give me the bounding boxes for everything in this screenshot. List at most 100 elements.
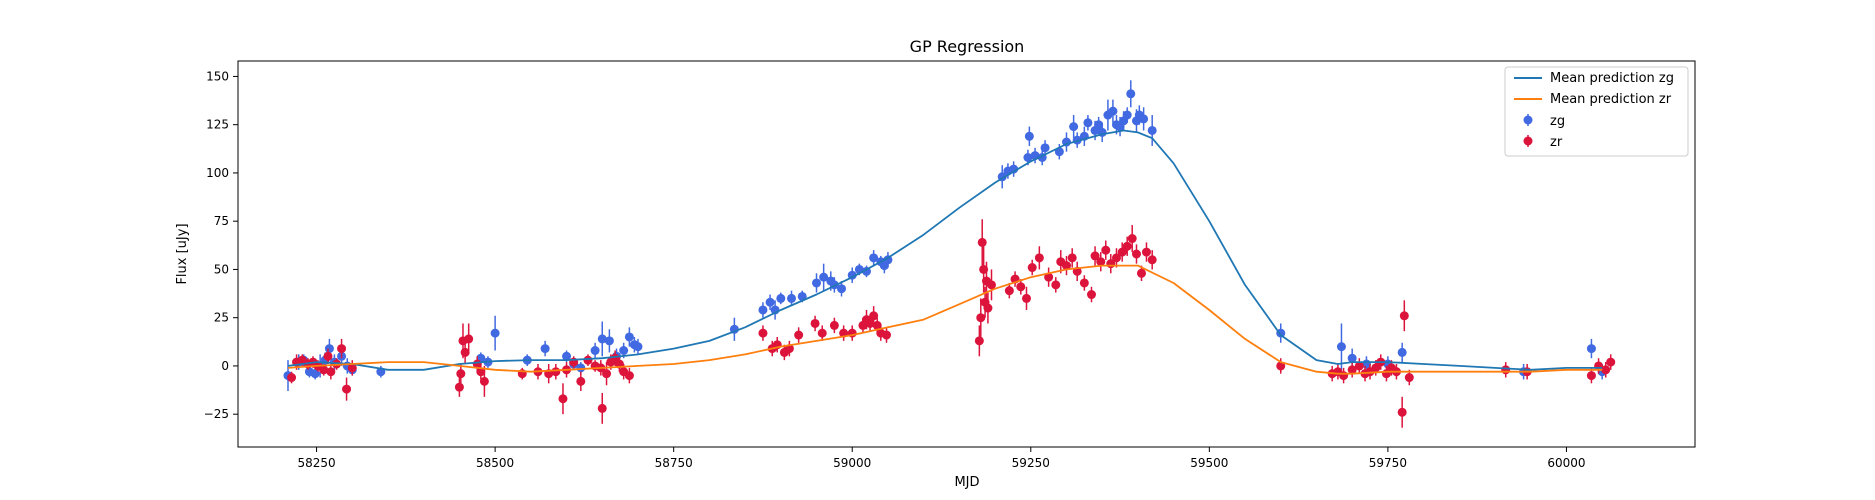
- point-zg-21: [590, 346, 600, 355]
- point-zg-25: [619, 346, 629, 355]
- line-mean-prediction-zg: [287, 129, 1603, 371]
- point-zr-17: [464, 334, 474, 344]
- point-zg-47: [883, 255, 893, 265]
- point-zg-18: [562, 351, 572, 361]
- point-zr-6: [319, 365, 329, 375]
- point-zg-17: [540, 344, 550, 354]
- y-axis-label: Flux [uJy]: [175, 223, 190, 284]
- axes-frame: [237, 60, 1696, 448]
- point-zg-50: [1009, 164, 1019, 174]
- point-zg-55: [1040, 143, 1050, 153]
- point-zr-32: [597, 403, 607, 413]
- point-zr-24: [551, 367, 561, 377]
- point-zg-15: [490, 328, 500, 338]
- point-zg-71: [1126, 89, 1136, 99]
- point-zg-28: [633, 342, 643, 352]
- x-tick-label-59500: 59500: [1190, 456, 1228, 470]
- x-axis-label: MJD: [954, 475, 979, 490]
- point-zr-71: [1044, 272, 1054, 282]
- point-zr-47: [829, 320, 839, 330]
- point-zg-33: [776, 293, 786, 303]
- point-zg-31: [765, 297, 775, 307]
- chart-title: GP Regression: [910, 37, 1025, 56]
- point-zr-105: [1399, 311, 1409, 321]
- legend-marker-zr: [1523, 136, 1533, 146]
- point-zr-72: [1051, 280, 1061, 290]
- y-tick-label-50: 50: [214, 262, 229, 276]
- y-tick-label-25: 25: [214, 311, 229, 325]
- point-zr-65: [1004, 286, 1014, 296]
- point-zg-83: [1586, 344, 1596, 354]
- legend-label-mean-zr: Mean prediction zr: [1550, 92, 1672, 107]
- point-zr-77: [1079, 278, 1089, 288]
- point-zr-109: [1586, 371, 1596, 381]
- point-zr-87: [1131, 249, 1141, 259]
- y-tick-label-100: 100: [206, 166, 229, 180]
- x-tick-label-58250: 58250: [297, 456, 335, 470]
- point-zr-16: [460, 347, 470, 357]
- point-zg-51: [1023, 153, 1033, 162]
- series-zr: [287, 219, 1616, 428]
- point-zr-70: [1034, 253, 1044, 263]
- legend-box: [1504, 66, 1689, 157]
- point-zr-80: [1096, 257, 1106, 267]
- point-zr-78: [1086, 290, 1096, 300]
- point-zg-75: [1147, 125, 1157, 135]
- point-zr-0: [287, 373, 297, 383]
- point-zr-12: [347, 363, 357, 373]
- point-zg-52: [1024, 131, 1034, 141]
- point-zr-33: [602, 369, 612, 379]
- point-zg-77: [1336, 342, 1346, 352]
- point-zr-14: [456, 369, 466, 379]
- point-zr-104: [1397, 407, 1407, 417]
- point-zr-74: [1061, 261, 1071, 271]
- x-tick-label-59750: 59750: [1369, 456, 1407, 470]
- legend-marker-zg: [1523, 115, 1533, 125]
- point-zr-94: [1339, 371, 1349, 381]
- point-zr-89: [1141, 247, 1151, 257]
- x-tick-label-58750: 58750: [655, 456, 693, 470]
- legend-label-zg: zg: [1550, 114, 1565, 129]
- point-zg-37: [819, 272, 829, 282]
- point-zr-106: [1404, 373, 1414, 383]
- point-zr-59: [977, 237, 987, 247]
- y-tick-label-0: 0: [221, 359, 229, 373]
- point-zg-34: [787, 293, 797, 303]
- y-tick-label-150: 150: [206, 69, 229, 83]
- y-tick-label-125: 125: [206, 118, 229, 132]
- x-axis: 58250 58500 58750 59000 59250 59500 59750 60000: [297, 447, 1586, 470]
- point-zr-56: [882, 330, 892, 340]
- x-tick-label-58500: 58500: [476, 456, 514, 470]
- point-zg-22: [597, 334, 607, 344]
- point-zr-88: [1136, 268, 1146, 278]
- legend: Mean prediction zg Mean prediction zr zg…: [1504, 66, 1689, 157]
- series-zg: [283, 80, 1607, 392]
- point-zr-81: [1101, 245, 1111, 255]
- point-zr-83: [1111, 253, 1121, 263]
- point-zg-30: [758, 305, 768, 315]
- point-zr-58: [976, 313, 986, 323]
- x-tick-label-59000: 59000: [833, 456, 871, 470]
- point-zr-63: [983, 303, 993, 313]
- point-zr-90: [1147, 255, 1157, 265]
- point-zg-74: [1139, 114, 1149, 124]
- point-zr-96: [1354, 361, 1364, 371]
- point-zg-26: [624, 332, 634, 342]
- point-zg-81: [1397, 347, 1407, 357]
- point-zr-86: [1127, 234, 1137, 244]
- y-tick-label-75: 75: [214, 214, 229, 228]
- x-tick-label-60000: 60000: [1547, 456, 1585, 470]
- point-zg-20: [576, 363, 586, 373]
- point-zr-44: [794, 330, 804, 340]
- point-zr-8: [326, 367, 336, 377]
- point-zr-64: [986, 280, 996, 290]
- point-zg-35: [797, 291, 807, 301]
- point-zg-36: [812, 278, 822, 288]
- point-zr-10: [337, 344, 347, 354]
- point-zg-58: [1069, 122, 1079, 132]
- point-zr-91: [1276, 361, 1286, 371]
- point-zr-54: [872, 320, 882, 330]
- point-zr-29: [583, 355, 593, 365]
- point-zr-95: [1347, 365, 1357, 375]
